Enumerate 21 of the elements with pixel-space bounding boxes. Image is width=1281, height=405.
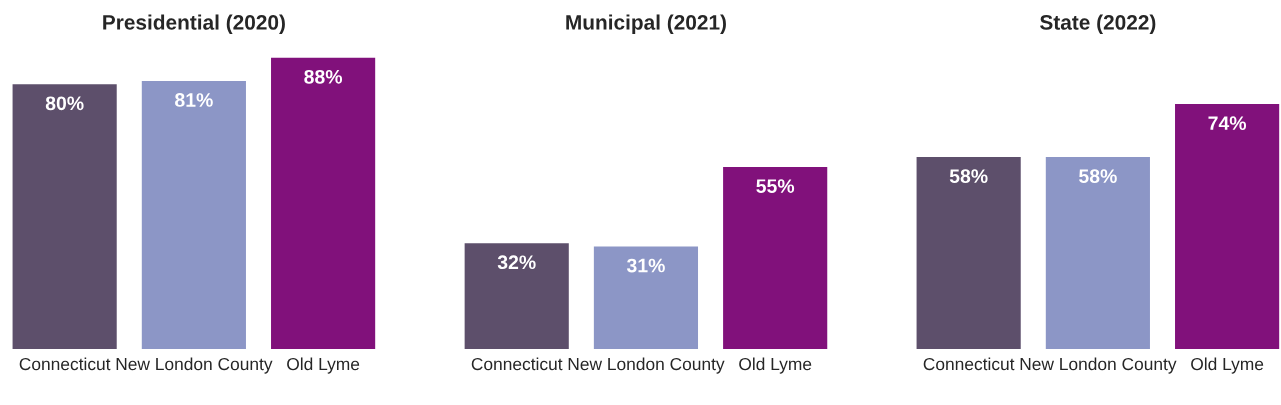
chart-title: State (2022) xyxy=(1040,14,1156,34)
data-label: 88% xyxy=(304,69,343,84)
x-tick-label: New London County xyxy=(116,357,273,374)
chart-title: Municipal (2021) xyxy=(566,14,726,34)
data-label: 55% xyxy=(756,179,795,193)
x-tick-label: Connecticut xyxy=(19,357,111,371)
x-tick-label: Old Lyme xyxy=(287,357,360,374)
x-tick-label: Connecticut xyxy=(471,357,563,371)
data-label: 80% xyxy=(45,96,84,111)
x-tick-label: Old Lyme xyxy=(1191,357,1264,374)
x-tick-label: Old Lyme xyxy=(739,357,812,374)
data-label: 74% xyxy=(1208,116,1247,130)
x-tick-label: Connecticut xyxy=(923,357,1015,371)
data-label: 31% xyxy=(626,258,665,273)
x-tick-label: New London County xyxy=(1020,357,1177,374)
data-label: 58% xyxy=(1079,169,1117,184)
chart-title: Presidential (2020) xyxy=(103,14,285,34)
data-label: 81% xyxy=(175,93,213,107)
x-tick-label: New London County xyxy=(568,357,725,374)
data-label: 32% xyxy=(497,255,536,270)
data-label: 58% xyxy=(949,169,988,184)
